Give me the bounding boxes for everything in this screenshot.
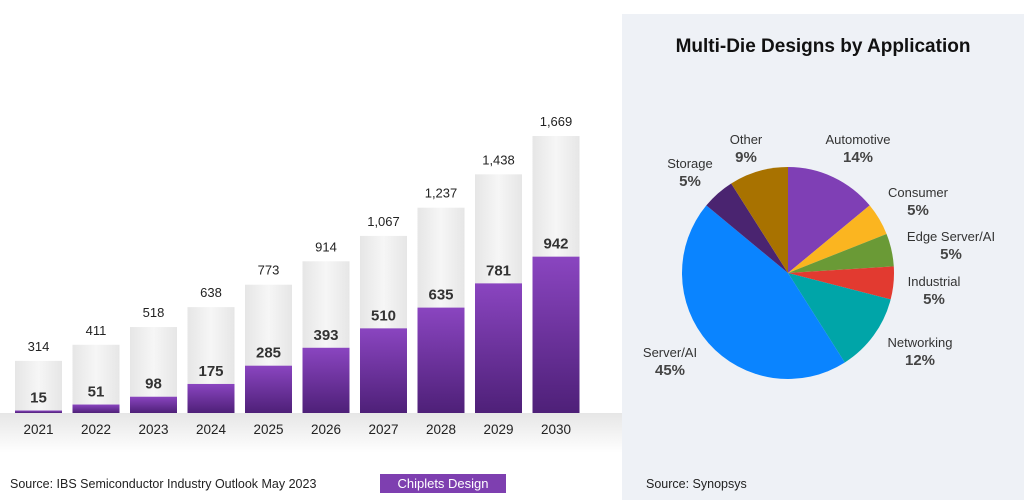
bar-source: Source: IBS Semiconductor Industry Outlo… bbox=[10, 477, 317, 491]
bar-total-2021 bbox=[15, 360, 62, 413]
baseline-shadow bbox=[0, 413, 622, 453]
pie-source: Source: Synopsys bbox=[646, 477, 747, 491]
label-total-2028: 1,237 bbox=[425, 186, 458, 201]
tick-2030: 2030 bbox=[541, 422, 571, 437]
tick-2028: 2028 bbox=[426, 422, 456, 437]
tick-2026: 2026 bbox=[311, 422, 341, 437]
bar-total-2022 bbox=[72, 344, 120, 413]
label-total-2027: 1,067 bbox=[367, 214, 400, 229]
tick-2024: 2024 bbox=[196, 422, 227, 437]
bar-chiplets-2025 bbox=[245, 365, 292, 413]
bar-chiplets-2030 bbox=[532, 256, 580, 413]
label-total-2026: 914 bbox=[315, 239, 337, 254]
bar-chiplets-2024 bbox=[187, 383, 235, 413]
bar-chiplets-2023 bbox=[130, 396, 177, 413]
pie-title: Multi-Die Designs by Application bbox=[675, 36, 971, 57]
tick-2021: 2021 bbox=[23, 422, 53, 437]
label-total-2021: 314 bbox=[28, 339, 50, 354]
pie-chart-panel bbox=[622, 14, 1024, 500]
label-total-2029: 1,438 bbox=[482, 152, 515, 167]
bar-chart: 314 15 2021 411 51 2022 518 98 2023 638 175 2024 773… bbox=[15, 114, 580, 437]
label-chiplets-2028: 635 bbox=[428, 287, 453, 304]
label-total-2022: 411 bbox=[86, 323, 107, 338]
tick-2025: 2025 bbox=[253, 422, 283, 437]
label-chiplets-2025: 285 bbox=[256, 345, 281, 362]
bar-chart-panel: 314 15 2021 411 51 2022 518 98 2023 638 175 2024 773… bbox=[0, 114, 622, 493]
bar-chiplets-2029 bbox=[475, 283, 522, 413]
label-chiplets-2029: 781 bbox=[486, 262, 511, 279]
label-chiplets-2027: 510 bbox=[371, 307, 396, 324]
label-total-2030: 1,669 bbox=[540, 114, 573, 129]
tick-2022: 2022 bbox=[81, 422, 111, 437]
bar-chiplets-2022 bbox=[72, 404, 120, 413]
label-chiplets-2026: 393 bbox=[313, 327, 338, 344]
label-total-2025: 773 bbox=[258, 263, 280, 278]
label-chiplets-2021: 15 bbox=[30, 390, 47, 407]
label-total-2024: 638 bbox=[200, 285, 222, 300]
tick-2027: 2027 bbox=[368, 422, 398, 437]
bar-chiplets-2021 bbox=[15, 410, 62, 413]
label-chiplets-2023: 98 bbox=[145, 376, 162, 393]
tick-2029: 2029 bbox=[483, 422, 513, 437]
bar-chiplets-2026 bbox=[302, 347, 350, 413]
label-chiplets-2022: 51 bbox=[88, 384, 105, 401]
label-chiplets-2030: 942 bbox=[543, 236, 568, 253]
label-total-2023: 518 bbox=[143, 305, 165, 320]
tick-2023: 2023 bbox=[138, 422, 168, 437]
label-chiplets-2024: 175 bbox=[198, 363, 223, 380]
bar-chiplets-2027 bbox=[360, 328, 407, 413]
legend-chiplets-design: Chiplets Design bbox=[380, 474, 506, 493]
bar-chiplets-2028 bbox=[417, 307, 465, 413]
